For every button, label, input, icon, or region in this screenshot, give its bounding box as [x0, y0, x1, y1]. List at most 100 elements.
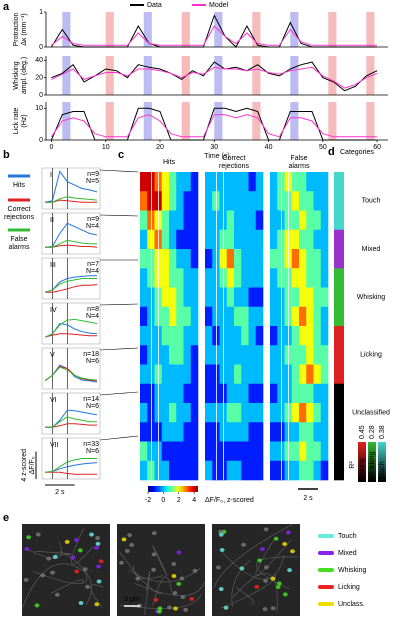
heatmap-cell	[176, 210, 184, 231]
cell	[171, 574, 177, 579]
cell	[263, 565, 269, 570]
heatmap-cell	[183, 383, 192, 404]
heatmap-cell	[270, 326, 278, 346]
cell	[273, 536, 279, 541]
heatmap-cell	[291, 345, 300, 365]
cell	[35, 532, 41, 537]
heatmap-cell	[190, 460, 199, 481]
legend-label: Whisking	[338, 567, 367, 574]
hit-band	[214, 102, 223, 140]
heatmap-cell	[169, 460, 177, 481]
r2-colorbar	[368, 442, 376, 482]
dendrite	[255, 556, 298, 590]
category-cell	[334, 249, 344, 269]
y-tick-label: 20	[35, 75, 43, 82]
heatmap-cell	[226, 441, 235, 462]
cell-count: n=9	[87, 216, 99, 223]
heatmap-cell	[255, 364, 264, 385]
heatmap-cell	[270, 460, 278, 481]
cell	[223, 605, 229, 610]
block-title: Correct rejections	[219, 155, 249, 170]
heatmap-cell	[270, 287, 278, 308]
link-line	[99, 169, 139, 173]
heatmap-cell	[183, 460, 192, 481]
heatmap-cell	[169, 249, 177, 269]
heatmap-cell	[190, 422, 199, 442]
y-tick-label: 0	[39, 92, 43, 99]
heatmap-cell	[226, 229, 235, 250]
cell	[151, 531, 157, 536]
r2-colorbar	[358, 442, 366, 482]
heatmap-cell	[176, 287, 184, 308]
plot-frame	[41, 437, 101, 480]
x-tick-label: 60	[373, 144, 381, 151]
animal-count: N=6	[86, 448, 99, 455]
heatmap-cell	[306, 210, 314, 231]
heatmap-cell	[248, 422, 257, 442]
heatmap-cell	[248, 326, 257, 346]
cell	[52, 554, 58, 559]
heatmap-cell	[176, 268, 184, 288]
cell	[129, 542, 135, 547]
x-axis-label: Time (s)	[204, 153, 229, 160]
heatmap-cell	[255, 345, 264, 365]
dendrite	[119, 551, 162, 595]
heatmap-cell	[291, 172, 300, 192]
heatmap-cell	[183, 345, 192, 365]
cell	[157, 606, 163, 611]
heatmap-cell	[147, 422, 155, 442]
heatmap-cell	[176, 403, 184, 423]
heatmap-cell	[306, 345, 314, 365]
heatmap-cell	[205, 460, 213, 481]
heatmap-cell	[140, 403, 148, 423]
colorbar-tick-label: 2	[177, 497, 181, 504]
block-title: False alarms	[288, 155, 310, 170]
heatmap-cell	[212, 383, 220, 404]
heatmap-cell	[161, 249, 170, 269]
heatmap-cell	[169, 345, 177, 365]
heatmap-cell	[299, 460, 307, 481]
trace	[44, 278, 97, 293]
cell	[85, 584, 90, 589]
legend-swatch	[318, 585, 334, 589]
trace	[45, 423, 97, 428]
heatmap-cell	[183, 287, 192, 308]
heatmap-cell	[226, 306, 235, 327]
heatmap-cell	[255, 460, 264, 481]
cell	[151, 552, 157, 557]
category-cell	[334, 403, 344, 423]
heatmap-cell	[320, 460, 329, 481]
heatmap-cell	[248, 229, 257, 250]
heatmap-cell	[190, 172, 199, 192]
cell	[192, 568, 198, 573]
cell	[74, 538, 79, 543]
heatmap-cell	[299, 191, 307, 211]
cell	[189, 596, 195, 601]
heatmap-cell	[313, 210, 322, 231]
legend-label: False alarms	[8, 236, 30, 251]
cr-band	[105, 12, 114, 47]
heatmap-cell	[241, 191, 249, 211]
heatmap-cell	[313, 229, 322, 250]
trace	[44, 222, 98, 248]
heatmap-cell	[291, 210, 300, 231]
heatmap-cell	[140, 268, 148, 288]
category-cell	[334, 441, 344, 462]
r2-colorbar	[378, 442, 386, 482]
heatmap-cell	[320, 229, 329, 250]
heatmap-cell	[176, 441, 184, 462]
heatmap-cell	[169, 422, 177, 442]
legend-label: Model	[209, 2, 229, 9]
category-label: Licking	[360, 352, 382, 359]
heatmap-cell	[291, 287, 300, 308]
heatmap-cell	[147, 403, 155, 423]
heatmap-cell	[212, 460, 220, 481]
dendrite	[144, 570, 151, 615]
y-tick-label: 1	[39, 9, 43, 16]
heatmap-cell	[291, 364, 300, 385]
dendrite	[32, 566, 88, 585]
scale-label: 5 μm	[124, 596, 140, 603]
heatmap-cell	[248, 287, 257, 308]
model-line	[51, 66, 378, 89]
category-cell	[334, 364, 344, 385]
